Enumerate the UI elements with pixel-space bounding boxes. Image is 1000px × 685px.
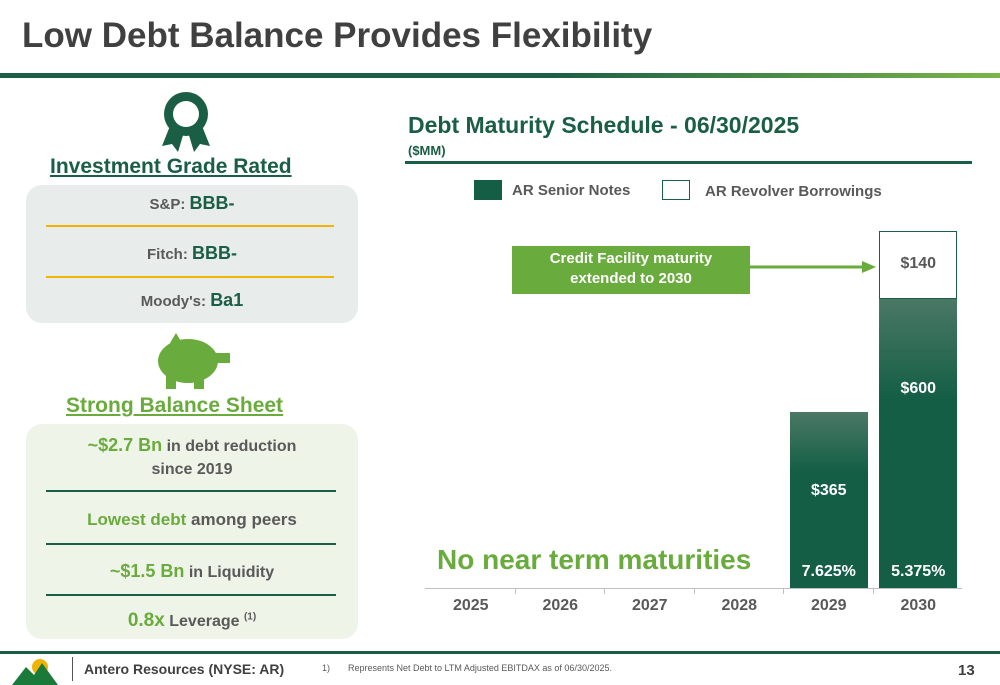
piggy-bank-icon [158,333,230,389]
divider [46,543,336,545]
callout-arrow-icon [750,261,876,273]
bar-rate-label: 7.625% [801,563,856,580]
x-tick-label: 2030 [900,597,937,614]
award-ribbon-icon [162,92,210,152]
credit-facility-callout: Credit Facility maturity extended to 2030 [512,246,750,294]
footnote-number: 1) [322,663,331,673]
rating-moodys: Moody's: Ba1 [140,290,244,310]
chart-title-rule [405,161,972,164]
bs-item-lowest-debt: Lowest debt among peers [87,510,297,529]
legend-label-revolver: AR Revolver Borrowings [705,183,882,200]
divider [46,276,334,278]
page-number: 13 [958,662,975,679]
x-tick-label: 2027 [631,597,668,614]
x-tick [872,588,874,594]
footer-company: Antero Resources (NYSE: AR) [84,661,285,677]
antero-logo-icon [12,659,58,685]
x-tick [604,588,605,594]
bs-item-leverage: 0.8x Leverage (1) [127,610,257,631]
no-near-term-maturities-note: No near term maturities [437,544,752,575]
chart-subtitle: ($MM) [408,143,446,158]
ratings-box [26,185,358,323]
x-tick-label: 2025 [452,597,489,614]
legend-swatch-revolver [662,180,690,200]
legend-swatch-senior-notes [474,180,502,200]
x-tick-label: 2026 [542,597,579,614]
rating-fitch: Fitch: BBB- [147,243,237,263]
divider [46,225,334,227]
page-title: Low Debt Balance Provides Flexibility [22,16,653,55]
investment-grade-title: Investment Grade Rated [50,155,292,178]
bar-value-label: $140 [900,255,937,273]
footnote-text: Represents Net Debt to LTM Adjusted EBIT… [348,663,612,673]
bs-item-debt-reduction: ~$2.7 Bn in debt reduction since 2019 [87,435,297,478]
bar-value-label: $600 [900,379,937,397]
bar-revolver [879,231,958,299]
x-tick-label: 2028 [721,597,758,614]
x-tick [514,588,516,594]
chart-title: Debt Maturity Schedule - 06/30/2025 [408,112,800,138]
rating-sp: S&P: BBB- [149,193,235,213]
x-tick [693,588,695,594]
x-tick [783,588,784,594]
legend-label-senior-notes: AR Senior Notes [512,182,631,199]
bs-item-liquidity: ~$1.5 Bn in Liquidity [109,561,275,581]
bar-value-label: $365 [810,482,847,500]
divider [46,594,336,596]
x-axis [425,588,962,589]
x-tick-label: 2029 [810,597,847,614]
bar-senior-notes [789,412,868,588]
footer-separator [72,657,73,681]
bar-rate-label: 5.375% [891,563,946,580]
debt-maturity-chart: 2025 2026 2027 2028 2029 $365 7.625% 2030 $600 5.… [425,0,965,640]
bar-senior-notes [879,298,958,588]
balance-sheet-box [26,424,358,639]
title-divider [0,73,1000,78]
balance-sheet-title: Strong Balance Sheet [66,394,284,417]
divider [46,490,336,492]
footer-rule [0,651,1000,654]
